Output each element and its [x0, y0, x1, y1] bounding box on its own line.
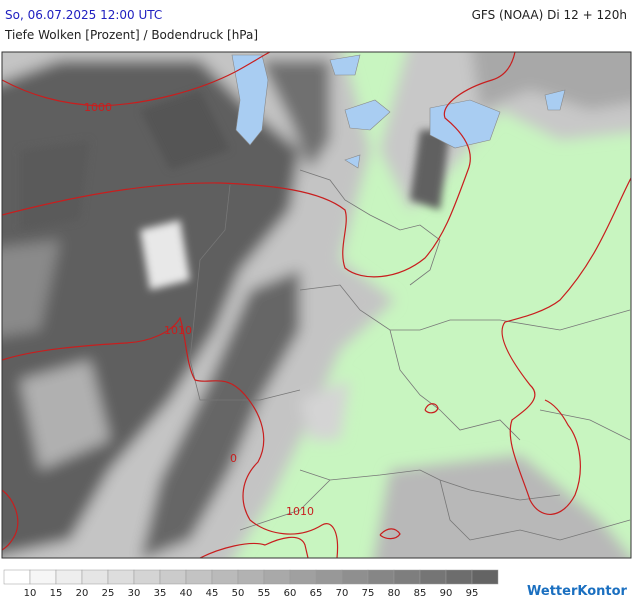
legend-tick-label: 40 [180, 588, 193, 599]
legend-tick-label: 80 [388, 588, 401, 599]
isobar-label: 1010 [164, 324, 192, 337]
map-frame [1, 51, 632, 559]
parameter: Tiefe Wolken [Prozent] / Bodendruck [hPa… [4, 28, 258, 42]
map: 1000 1010 0 1010 [2, 52, 631, 558]
legend-swatch [211, 569, 239, 585]
legend-swatch [81, 569, 109, 585]
legend-tick-label: 95 [466, 588, 479, 599]
legend-tick-label: 90 [440, 588, 453, 599]
datetime: So, 06.07.2025 12:00 UTC [5, 8, 162, 22]
legend-tick-label: 45 [206, 588, 219, 599]
legend-tick-label: 30 [128, 588, 141, 599]
borders [189, 169, 631, 541]
isobars [2, 52, 631, 558]
logo: WetterKontor [527, 584, 628, 599]
legend-swatch [393, 569, 421, 585]
legend-tick-label: 10 [24, 588, 37, 599]
isobar-label: 1000 [84, 101, 112, 114]
legend: 10 15 20 25 30 35 40 45 50 55 60 65 70 75 80 85 90 95 [3, 569, 499, 599]
legend-swatch [315, 569, 343, 585]
legend-tick-label: 25 [102, 588, 115, 599]
legend-swatch [237, 569, 265, 585]
legend-swatch [471, 569, 499, 585]
water [231, 54, 566, 169]
legend-tick-label: 75 [362, 588, 375, 599]
legend-tick-label: 65 [310, 588, 323, 599]
isobar-label: 0 [230, 452, 237, 465]
legend-swatch [445, 569, 473, 585]
legend-tick-label: 15 [50, 588, 63, 599]
legend-swatch [133, 569, 161, 585]
legend-tick-label: 50 [232, 588, 245, 599]
legend-swatch [341, 569, 369, 585]
legend-tick-label: 35 [154, 588, 167, 599]
legend-swatch [289, 569, 317, 585]
legend-swatch [3, 569, 31, 585]
legend-tick-label: 20 [76, 588, 89, 599]
legend-swatch [107, 569, 135, 585]
isobar-labels: 1000 1010 0 1010 [84, 101, 314, 518]
legend-swatch [159, 569, 187, 585]
legend-swatch [55, 569, 83, 585]
legend-swatch [29, 569, 57, 585]
cloud-cores [20, 90, 450, 290]
legend-swatch [367, 569, 395, 585]
legend-tick-label: 70 [336, 588, 349, 599]
legend-tick-label: 60 [284, 588, 297, 599]
legend-swatch [185, 569, 213, 585]
legend-swatch [263, 569, 291, 585]
legend-tick-label: 85 [414, 588, 427, 599]
isobar-label: 1010 [286, 505, 314, 518]
legend-tick-label: 55 [258, 588, 271, 599]
model-run: GFS (NOAA) Di 12 + 120h [472, 8, 627, 22]
legend-swatch [419, 569, 447, 585]
